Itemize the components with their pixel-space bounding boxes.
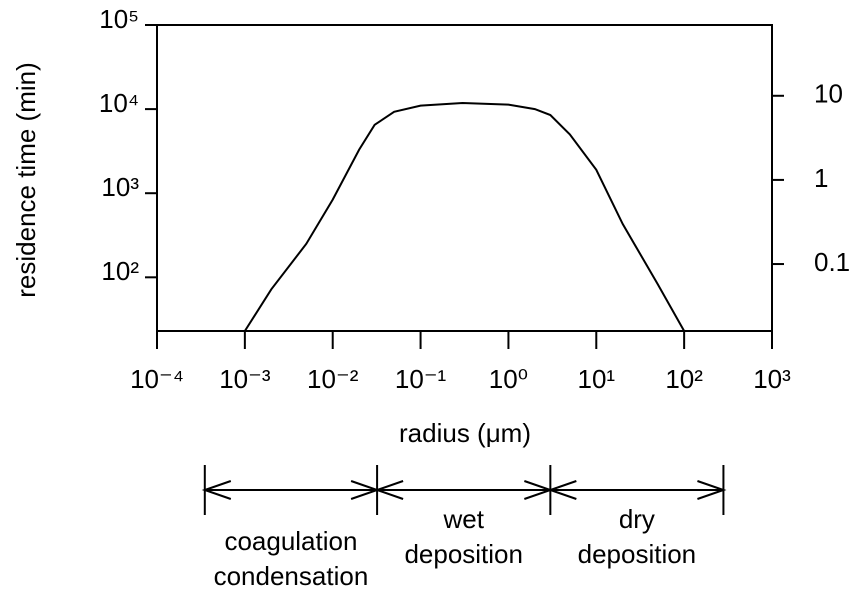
data-line [244, 102, 686, 332]
arrow-head [697, 480, 727, 500]
region-label: wet [442, 504, 484, 534]
x-tick-label: 10⁻¹ [395, 364, 447, 394]
x-tick-label: 10¹ [577, 364, 615, 394]
x-axis-label: radius (μm) [399, 418, 531, 448]
y2-tick-label: 0.1 [814, 247, 850, 277]
plot-frame [156, 24, 773, 332]
y-tick-label: 10² [101, 256, 139, 286]
y-tick-label: 10³ [101, 172, 139, 202]
x-tick-label: 10⁻³ [219, 364, 271, 394]
y-tick-label: 10⁴ [99, 88, 139, 118]
x-tick-label: 10³ [753, 364, 791, 394]
y2-tick-label: 1 [814, 163, 828, 193]
arrow-head [201, 480, 232, 500]
arrow-head [547, 480, 577, 500]
x-tick-label: 10⁻² [307, 364, 359, 394]
region-label: dry [619, 504, 655, 534]
region-label: deposition [404, 539, 523, 569]
region-label: condensation [214, 561, 369, 591]
region-label: coagulation [224, 526, 357, 556]
x-tick-label: 10⁻⁴ [130, 364, 184, 394]
x-tick-label: 10² [665, 364, 703, 394]
y-axis-label: residence time (min) [11, 62, 41, 298]
x-tick-label: 10⁰ [489, 364, 528, 394]
y2-tick-label: 10 [814, 79, 843, 109]
y-tick-label: 10⁵ [99, 4, 139, 34]
region-label: deposition [578, 539, 697, 569]
arrow-head [374, 480, 404, 500]
